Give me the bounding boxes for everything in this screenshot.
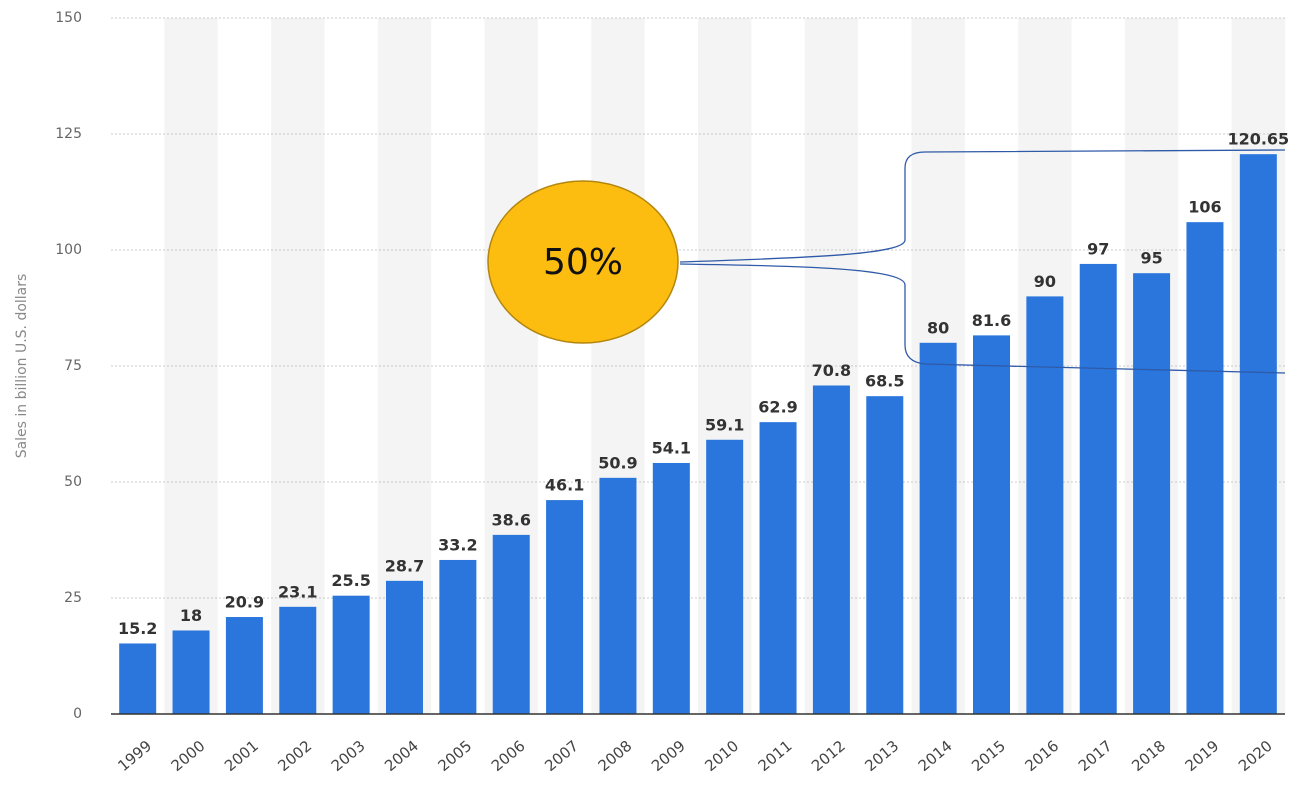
bar (386, 580, 423, 714)
plot: 0 25 50 75 100 125 150 15.2 1999 18 2000 20.9 2001 23… (55, 10, 1289, 775)
y-tick-label: 0 (73, 706, 82, 722)
bar (812, 385, 850, 714)
x-tick-label: 2009 (648, 737, 689, 775)
annotation-bubble (487, 180, 679, 344)
x-tick-label: 2013 (861, 737, 902, 775)
bar (492, 534, 530, 714)
value-label: 80 (927, 318, 949, 337)
bar (1079, 263, 1117, 714)
bracket-bottom (679, 263, 1286, 374)
x-tick-label: 2002 (274, 737, 315, 775)
x-tick-label: 2005 (435, 737, 476, 775)
x-tick-label: 2006 (488, 737, 529, 775)
x-tick-label: 2011 (755, 737, 796, 775)
bracket-top (679, 149, 1286, 263)
value-label: 70.8 (812, 361, 851, 380)
y-tick-label: 125 (55, 126, 82, 142)
value-label: 25.5 (331, 571, 370, 590)
x-tick-label: 2001 (221, 737, 262, 775)
bar (973, 335, 1010, 714)
x-tick-label: 2007 (541, 737, 582, 775)
value-label: 15.2 (118, 619, 157, 638)
bar (1239, 154, 1277, 714)
x-tick-label: 1999 (114, 737, 155, 775)
x-tick-label: 2020 (1235, 737, 1276, 775)
bar (652, 462, 690, 714)
value-label: 18 (180, 606, 202, 625)
x-tick-label: 2004 (381, 737, 422, 775)
bar (599, 477, 637, 714)
bar (332, 595, 370, 714)
x-tick-label: 2018 (1128, 737, 1169, 775)
value-label: 54.1 (652, 438, 691, 457)
bar (1186, 222, 1224, 714)
bar (1026, 296, 1064, 714)
value-label: 20.9 (225, 593, 264, 612)
bar (706, 439, 744, 714)
value-label: 68.5 (865, 372, 904, 391)
value-label: 50.9 (598, 453, 637, 472)
y-tick-label: 150 (55, 10, 82, 26)
bar (919, 342, 957, 714)
y-tick-label: 25 (64, 590, 82, 606)
y-tick-label: 75 (64, 358, 82, 374)
x-tick-label: 2003 (328, 737, 369, 775)
bar (546, 500, 584, 714)
value-label: 62.9 (758, 398, 797, 417)
y-tick-label: 50 (64, 474, 82, 490)
x-tick-label: 2012 (808, 737, 849, 775)
value-label: 28.7 (385, 556, 424, 575)
value-label: 120.65 (1227, 130, 1289, 149)
value-label: 23.1 (278, 582, 317, 601)
y-axis-label: Sales in billion U.S. dollars (14, 274, 30, 459)
bar (172, 630, 210, 714)
bar (759, 422, 797, 714)
x-tick-label: 2019 (1182, 737, 1223, 775)
bar (119, 643, 157, 714)
value-label: 59.1 (705, 415, 744, 434)
value-label: 95 (1140, 249, 1162, 268)
value-label: 97 (1087, 239, 1109, 258)
x-tick-label: 2017 (1075, 737, 1116, 775)
bar (866, 396, 904, 714)
bar (439, 559, 477, 714)
value-label: 81.6 (972, 311, 1011, 330)
x-tick-label: 2000 (168, 737, 209, 775)
value-label: 46.1 (545, 476, 584, 495)
x-tick-label: 2015 (968, 737, 1009, 775)
value-label: 106 (1188, 198, 1221, 217)
bar (225, 617, 263, 714)
value-label: 90 (1034, 272, 1056, 291)
bar (1133, 273, 1171, 714)
annotation: 50% (543, 242, 623, 283)
bar (279, 606, 317, 714)
y-tick-label: 100 (55, 242, 82, 258)
value-label: 38.6 (491, 510, 530, 529)
x-tick-label: 2014 (915, 737, 956, 775)
x-tick-label: 2008 (595, 737, 636, 775)
value-label: 33.2 (438, 535, 477, 554)
x-tick-label: 2016 (1022, 737, 1063, 775)
x-tick-label: 2010 (701, 737, 742, 775)
